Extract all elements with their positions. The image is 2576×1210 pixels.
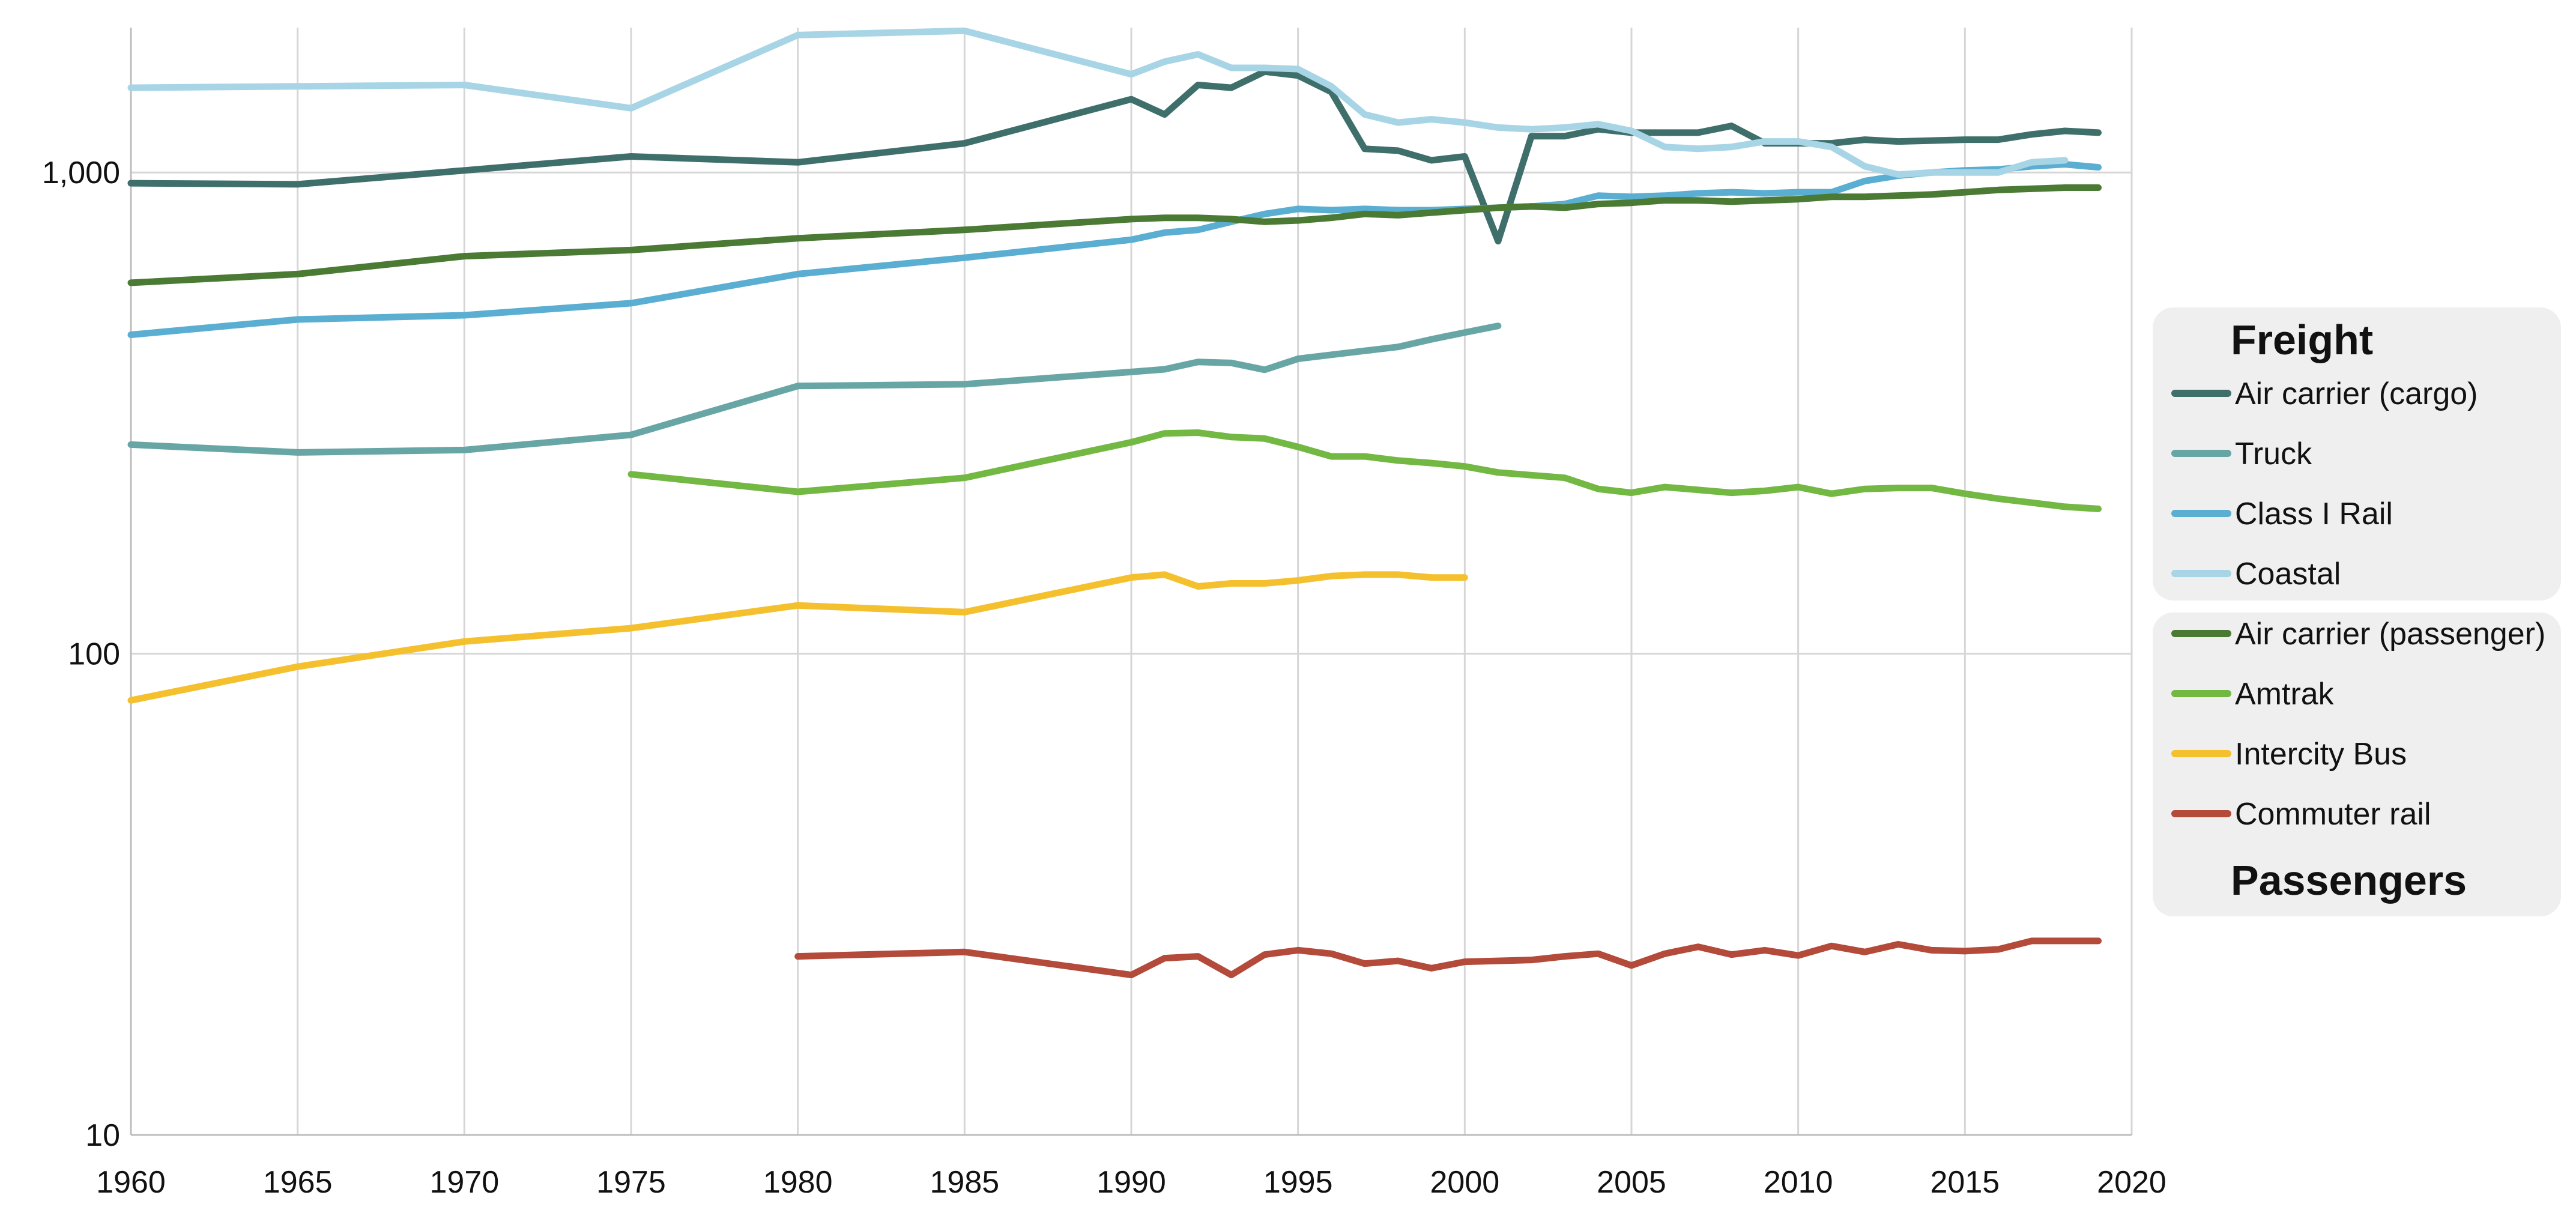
x-tick-label: 1990 bbox=[1096, 1165, 1166, 1200]
legend-label: Amtrak bbox=[2235, 677, 2335, 712]
x-tick-label: 1970 bbox=[429, 1165, 499, 1200]
legend-group-title-passengers: Passengers bbox=[2231, 857, 2467, 904]
legend-label: Intercity Bus bbox=[2235, 737, 2407, 772]
series-lines bbox=[127, 27, 2102, 979]
series-line-commuter-rail bbox=[794, 937, 2102, 979]
series-line-truck bbox=[127, 322, 1502, 456]
y-tick-label: 100 bbox=[68, 637, 120, 672]
axes: 1960 1965 1970 1975 1980 1985 1990 1995 2000 2005… bbox=[42, 28, 2166, 1200]
x-tick-label: 1965 bbox=[263, 1165, 333, 1200]
legend-group-title-freight: Freight bbox=[2231, 316, 2373, 363]
legend-label: Class I Rail bbox=[2235, 497, 2393, 531]
series-line-intercity-bus bbox=[127, 571, 1468, 704]
legend-label: Air carrier (passenger) bbox=[2235, 617, 2545, 652]
x-tick-label: 1975 bbox=[596, 1165, 666, 1200]
y-tick-label: 10 bbox=[85, 1118, 120, 1153]
legend-label: Coastal bbox=[2235, 557, 2341, 591]
series-line-air-carrier-passenger bbox=[127, 184, 2102, 286]
x-tick-label: 1995 bbox=[1263, 1165, 1333, 1200]
x-tick-label: 2015 bbox=[1930, 1165, 2000, 1200]
series-line-air-carrier-cargo bbox=[127, 68, 2102, 245]
x-tick-label: 2000 bbox=[1430, 1165, 1499, 1200]
legend-label: Air carrier (cargo) bbox=[2235, 377, 2478, 411]
x-tick-label: 1985 bbox=[930, 1165, 999, 1200]
legend-panel-passengers bbox=[2153, 613, 2561, 916]
x-tick-label: 2010 bbox=[1764, 1165, 1833, 1200]
series-line-coastal bbox=[127, 27, 2069, 178]
x-tick-label: 2005 bbox=[1597, 1165, 1666, 1200]
x-tick-label: 1960 bbox=[96, 1165, 166, 1200]
x-tick-label: 1980 bbox=[763, 1165, 833, 1200]
series-line-amtrak bbox=[627, 429, 2102, 512]
x-tick-label: 2020 bbox=[2097, 1165, 2166, 1200]
series-line-class-i-rail bbox=[127, 161, 2102, 338]
y-tick-label: 1,000 bbox=[42, 156, 120, 190]
legend: Freight Air carrier (cargo) Truck Class I R… bbox=[2153, 307, 2561, 916]
legend-label: Truck bbox=[2235, 437, 2312, 471]
legend-panel-freight bbox=[2153, 307, 2561, 600]
legend-label: Commuter rail bbox=[2235, 797, 2431, 832]
